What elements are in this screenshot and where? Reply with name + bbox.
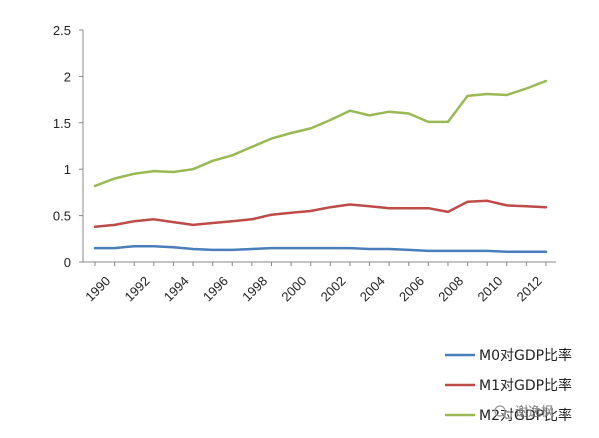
series-line-1 [93, 199, 548, 228]
legend: M0对GDP比率 M1对GDP比率 M2对GDP比率 [445, 347, 572, 424]
wechat-icon [494, 405, 506, 417]
legend-label-1: M1对GDP比率 [479, 377, 572, 394]
x-tick-label: 1992 [122, 273, 153, 304]
x-tick-label: 2008 [435, 273, 466, 304]
wechat-icon-small [503, 410, 513, 420]
x-ticks: 1990 1992 1994 1996 1998 2000 2002 2004 2006 2008… [82, 262, 547, 304]
legend-label-2: M2对GDP比率 [479, 407, 572, 424]
x-tick-label: 2002 [318, 273, 349, 304]
series-lines [93, 79, 548, 254]
axes [82, 30, 556, 263]
x-tick-label: 1990 [82, 273, 113, 304]
series-line-2 [93, 79, 548, 188]
series-line-0 [93, 244, 548, 254]
watermark-text: 谢逸枫 [515, 404, 554, 420]
x-tick-label: 1998 [239, 273, 270, 304]
x-tick-label: 1994 [161, 273, 192, 304]
y-tick-label: 1 [64, 162, 71, 177]
y-tick-label: 2 [64, 69, 71, 84]
x-tick-label: 2004 [357, 273, 388, 304]
x-tick-label: 2000 [278, 273, 309, 304]
y-tick-label: 0.5 [53, 209, 71, 224]
x-tick-label: 2012 [514, 273, 545, 304]
legend-label-0: M0对GDP比率 [479, 347, 572, 364]
x-tick-label: 2006 [396, 273, 427, 304]
watermark: 谢逸枫 [494, 404, 554, 420]
y-tick-label: 0 [64, 255, 71, 270]
x-tick-label: 1996 [200, 273, 231, 304]
x-tick-label: 2010 [474, 273, 505, 304]
y-tick-label: 2.5 [53, 23, 71, 38]
y-ticks: 0 0.5 1 1.5 2 2.5 [53, 23, 83, 270]
y-tick-label: 1.5 [53, 116, 71, 131]
